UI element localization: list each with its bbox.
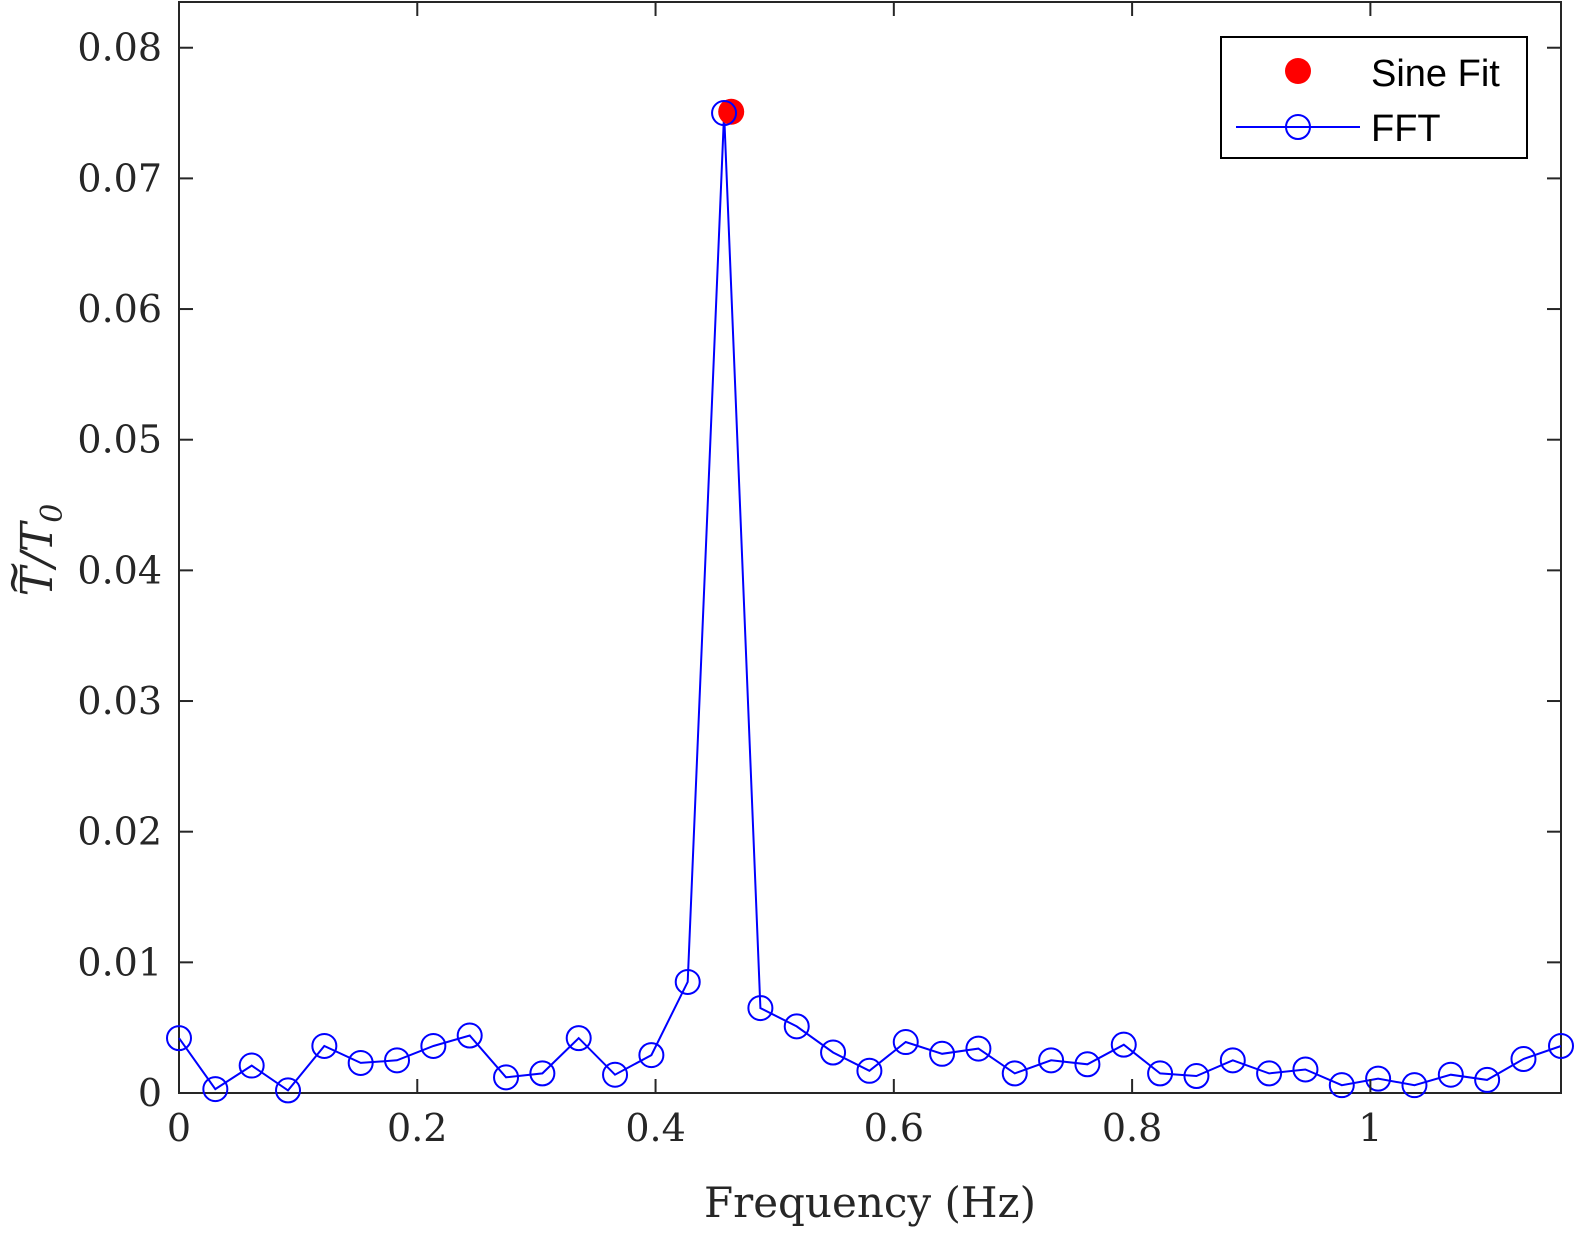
x-tick-label: 0.6 <box>864 1106 924 1150</box>
y-axis-title-base: T <box>12 563 63 596</box>
fft-point <box>311 1032 338 1059</box>
y-tick-label: 0 <box>138 1071 162 1115</box>
y-axis-title-sub: 0 <box>35 504 70 523</box>
fft-point <box>1401 1072 1428 1099</box>
fft-point <box>929 1040 956 1067</box>
legend-fft-marker <box>1285 114 1311 140</box>
fft-point <box>347 1049 374 1076</box>
legend-fft-label: FFT <box>1371 108 1441 150</box>
ticks-layer <box>178 2 1561 1094</box>
legend: Sine Fit FFT <box>1220 36 1528 159</box>
y-tick-label: 0.03 <box>77 679 162 723</box>
fft-point <box>202 1076 229 1103</box>
fft-point <box>493 1064 520 1091</box>
fft-point <box>565 1025 592 1052</box>
fft-point <box>1183 1063 1210 1090</box>
fft-point <box>674 968 701 995</box>
legend-sine-fit-label: Sine Fit <box>1371 53 1500 95</box>
plot-frame <box>178 1 1562 1094</box>
fft-point <box>1038 1047 1065 1074</box>
y-tick-label: 0.08 <box>77 26 162 70</box>
fft-point <box>1510 1046 1537 1073</box>
legend-box <box>1220 36 1528 159</box>
fft-point <box>420 1032 447 1059</box>
fft-point <box>456 1022 483 1049</box>
fft-point <box>892 1029 919 1056</box>
fft-point <box>1074 1051 1101 1078</box>
fft-point <box>747 995 774 1022</box>
fft-point <box>238 1052 265 1079</box>
y-tick-label: 0.01 <box>77 940 162 984</box>
x-axis-title: Frequency (Hz) <box>704 1178 1036 1227</box>
fft-point <box>1110 1031 1137 1058</box>
fft-point <box>711 100 738 127</box>
x-tick-label: 0.2 <box>387 1106 447 1150</box>
series-layer <box>166 98 1574 1104</box>
fft-point <box>1474 1066 1501 1093</box>
legend-sine-fit-marker <box>1285 58 1311 84</box>
fft-point <box>856 1057 883 1084</box>
svg-text:T/T0: T/T0 <box>12 504 70 597</box>
fft-point <box>1219 1047 1246 1074</box>
fft-point <box>1001 1060 1028 1087</box>
fft-point <box>602 1061 629 1088</box>
plot-area <box>178 1 1562 1094</box>
x-tick-label: 1 <box>1358 1106 1382 1150</box>
y-axis-title-sep: / <box>12 548 63 571</box>
y-axis-title-accent: ~ <box>0 559 39 596</box>
y-tick-label: 0.06 <box>77 287 162 331</box>
fft-series-line <box>178 113 1562 1092</box>
fft-point <box>384 1047 411 1074</box>
x-tick-label: 0 <box>167 1106 191 1150</box>
y-tick-label: 0.04 <box>77 548 162 592</box>
fft-point <box>529 1060 556 1087</box>
y-tick-label: 0.07 <box>77 156 162 200</box>
fft-point <box>1437 1061 1464 1088</box>
fft-point <box>783 1013 810 1040</box>
y-axis-title: T/T0 ~ <box>0 504 70 597</box>
y-tick-label: 0.02 <box>77 810 162 854</box>
y-axis-title-denom: T <box>12 519 63 552</box>
fft-point <box>638 1042 665 1069</box>
fft-point <box>1292 1056 1319 1083</box>
fft-point <box>275 1077 302 1104</box>
fft-point <box>166 1025 192 1052</box>
fft-point <box>1256 1060 1283 1087</box>
fft-point <box>820 1039 847 1066</box>
fft-point <box>965 1035 992 1062</box>
x-tick-label: 0.8 <box>1102 1106 1162 1150</box>
fft-point <box>1365 1065 1392 1092</box>
x-tick-label: 0.4 <box>625 1106 685 1150</box>
fft-point <box>1328 1072 1355 1099</box>
fft-point <box>1147 1060 1174 1087</box>
y-tick-label: 0.05 <box>77 418 162 462</box>
fft-point <box>1548 1032 1574 1059</box>
sine-fit-point <box>718 98 745 125</box>
tick-labels-layer: 0 0.2 0.4 0.6 0.8 1 0 0.01 0.02 0.03 0.04 0.05 0.06 0… <box>77 26 1382 1150</box>
